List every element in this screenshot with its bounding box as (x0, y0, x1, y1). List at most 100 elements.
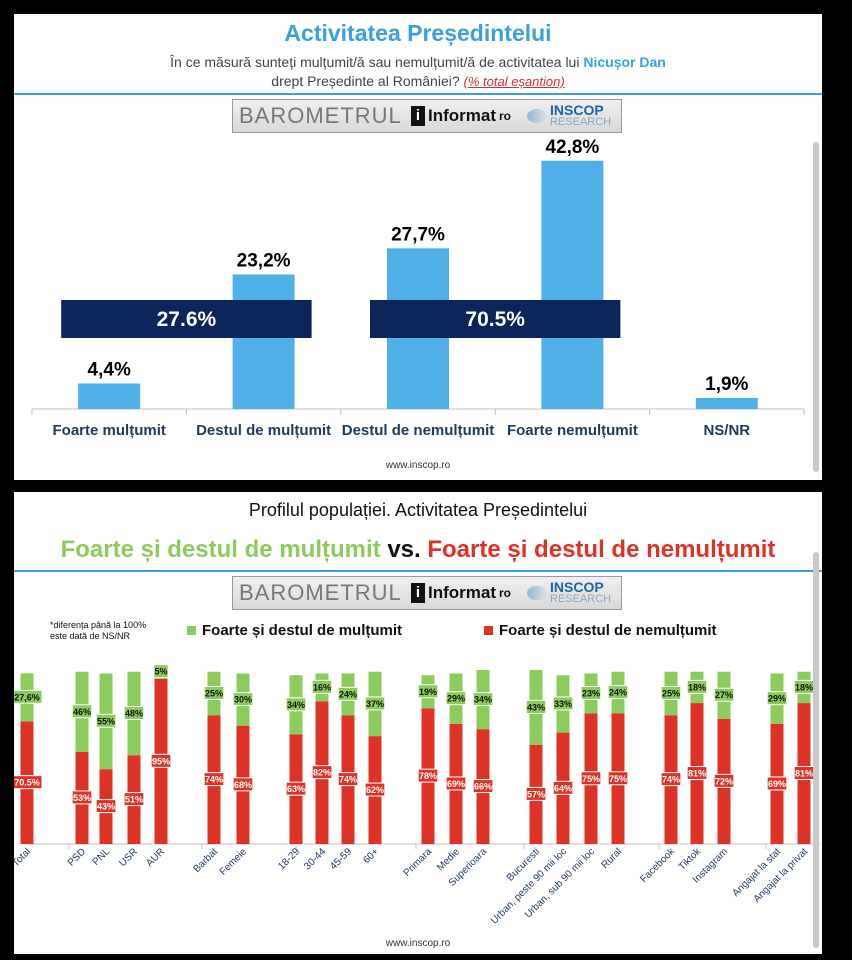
category-label: PSD (66, 846, 88, 868)
ns-nr-note: *diferența până la 100% este dată de NS/… (50, 620, 146, 642)
green-label-box (552, 696, 574, 711)
category-label: Destul de mulțumit (196, 422, 331, 439)
green-value-label: 18% (688, 682, 706, 692)
red-label-box (150, 753, 172, 768)
website-footer-2: www.inscop.ro (385, 938, 451, 949)
green-value-label: 48% (125, 709, 143, 719)
category-label: USR (117, 846, 140, 869)
red-value-label: 72% (715, 776, 733, 786)
green-value-label: 23% (582, 688, 600, 698)
red-value-label: 78% (419, 771, 437, 781)
top-chart-panel: Activitatea Președintelui În ce măsură s… (14, 14, 822, 480)
bar-value-label: 1,9% (705, 374, 748, 395)
chart-subtitle-line2: drept Președinte al României? (% total e… (14, 73, 822, 89)
category-label: Femeie (218, 846, 250, 878)
green-value-label: 34% (287, 700, 305, 710)
legend-red: Foarte și destul de nemulțumit (484, 622, 717, 639)
red-label-box (311, 765, 333, 780)
green-label-box (123, 706, 145, 720)
category-label: AUR (144, 846, 167, 869)
legend-green: Foarte și destul de mulțumit (187, 622, 402, 639)
green-label-box (417, 684, 439, 699)
informat-tld: ro (499, 109, 511, 123)
subtitle-name: Nicușor Dan (583, 54, 666, 70)
barometru-logo-banner-2: BAROMETRUL i Informat ro INSCOP RESEARCH (232, 576, 622, 610)
red-label-box (417, 768, 439, 783)
green-label-box (71, 704, 93, 719)
category-label: Destul de nemulțumit (342, 422, 495, 439)
red-label-box (686, 766, 708, 781)
chart-subtitle: În ce măsură sunteți mulțumit/ă sau nemu… (14, 54, 822, 70)
note-line-1: *diferența până la 100% (50, 620, 147, 630)
red-label-box (337, 772, 359, 787)
category-label: PNL (91, 846, 113, 868)
red-value-label: 62% (366, 785, 384, 795)
red-value-label: 74% (662, 775, 680, 785)
red-label-box (71, 790, 93, 805)
swoosh-icon (527, 586, 547, 600)
profile-divider (14, 570, 822, 572)
green-value-label: 43% (527, 702, 545, 712)
red-value-label: 74% (339, 775, 357, 785)
green-label-box (203, 685, 225, 700)
inscop-text: INSCOP (550, 579, 604, 595)
green-label-box (766, 691, 788, 706)
red-value-label: 63% (287, 784, 305, 794)
green-value-label: 25% (205, 688, 223, 698)
info-icon: i (411, 106, 425, 126)
scrollbar-2[interactable] (808, 492, 822, 954)
red-value-label: 69% (447, 779, 465, 789)
red-value-label: 81% (795, 769, 813, 779)
scrollbar-thumb[interactable] (813, 142, 819, 472)
red-label-box (713, 773, 735, 788)
subtitle-question-end: drept Președinte al României? (271, 73, 460, 89)
summary-box (370, 300, 621, 338)
green-label-box (14, 689, 43, 704)
info-icon: i (411, 583, 425, 603)
category-label: 45-59 (328, 846, 354, 872)
green-value-label: 29% (447, 694, 465, 704)
green-value-label: 18% (795, 682, 813, 692)
green-label-box (311, 679, 333, 694)
green-label-box (337, 686, 359, 701)
green-value-label: 27,6% (14, 692, 40, 702)
red-label-box (232, 777, 254, 792)
red-value-label: 69% (768, 779, 786, 789)
barometru-logo-text: BAROMETRUL (239, 580, 402, 605)
green-label-box (686, 679, 708, 694)
green-value-label: 30% (234, 695, 252, 705)
green-value-label: 34% (474, 695, 492, 705)
chart-title: Activitatea Președintelui (284, 20, 552, 46)
scrollbar-thumb-2[interactable] (813, 552, 819, 948)
legend-red-swatch (484, 626, 493, 635)
bar-value-label: 27,7% (391, 224, 445, 245)
green-value-label: 46% (73, 707, 91, 717)
red-value-label: 70.5% (14, 778, 40, 788)
swoosh-icon (527, 109, 547, 123)
red-label-box (14, 775, 43, 790)
green-label-box (660, 685, 682, 700)
red-label-box (607, 771, 629, 786)
category-label: Total (14, 846, 33, 869)
title-divider (14, 93, 822, 95)
green-label-box (232, 692, 254, 707)
profile-stacked-chart: 70.5% 27,6% Total 53% 46% PSD 43% 55% PNL 51% 48% U… (14, 664, 820, 926)
category-label: NS/NR (703, 422, 750, 439)
green-value-label: 5% (154, 667, 167, 677)
headline-green: Foarte și destul de mulțumit (60, 536, 381, 563)
red-value-label: 82% (313, 768, 331, 778)
red-value-label: 68% (234, 780, 252, 790)
red-label-box (445, 776, 467, 791)
green-label-box (472, 692, 494, 707)
informat-text: Informat (428, 106, 496, 125)
informat-text: Informat (428, 583, 496, 602)
category-label: Foarte mulțumit (53, 422, 166, 439)
subtitle-question: În ce măsură sunteți mulțumit/ă sau nemu… (170, 54, 580, 70)
green-label-box (445, 691, 467, 706)
summary-box-value: 27.6% (157, 308, 217, 331)
red-label-box (525, 786, 547, 801)
red-value-label: 64% (554, 783, 572, 793)
informat-tld: ro (499, 586, 511, 600)
category-label: 60+ (361, 846, 381, 866)
scrollbar[interactable] (808, 14, 822, 480)
